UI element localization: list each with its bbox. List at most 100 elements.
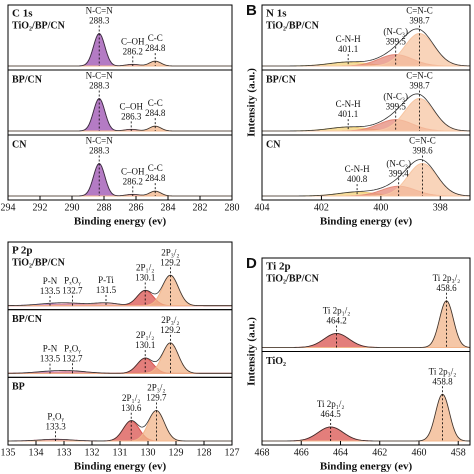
peak-value: 398.7 [409,16,430,26]
peak-label: C-C [148,33,163,43]
peak [262,300,471,348]
peak-value: 286.3 [121,111,142,121]
peak-value: 464.2 [326,316,346,326]
peak-label: N-C=N [86,136,114,146]
x-tick-label: 130 [141,447,156,458]
peak-value: 288.3 [89,81,110,91]
peak-value: 401.1 [338,109,358,119]
peak-value: 129.2 [160,257,180,267]
envelope [262,300,471,348]
sample-label: TiO₂/BP/CN [266,20,320,31]
x-tick-label: 128 [197,447,212,458]
panel-title: C 1s [12,8,33,20]
x-tick-label: 294 [1,202,16,213]
x-tick-label: 404 [255,202,270,213]
envelope [262,93,471,132]
peak-value: 132.7 [62,286,83,296]
x-axis-label: Binding energy (ev) [320,461,413,473]
x-tick-label: 458 [451,447,466,458]
peak-label: P-Ti [98,275,114,285]
x-tick-label: 135 [1,447,16,458]
peak-value: 133.5 [40,286,61,296]
sample-label: BP/CN [266,74,297,85]
peak-value: 284.8 [145,43,166,53]
peak-label: Ti 2p₃/₂ [429,366,457,376]
x-tick-label: 131 [113,447,128,458]
x-tick-label: 134 [29,447,44,458]
subplot-frame [261,351,471,446]
x-tick-label: 132 [85,447,100,458]
envelope [262,159,471,197]
sample-label: BP/CN [12,314,43,325]
y-axis-label: Intensity (a.u.) [246,317,258,386]
peak-label: C–OH [121,166,145,176]
peak-value: 130.6 [121,403,142,413]
y-axis-label: Intensity (a.u.) [246,68,258,137]
sample-label: BP/CN [12,74,43,85]
x-tick-label: 462 [372,447,387,458]
peak-value: 398.6 [412,146,433,156]
peak-label: Ti 2p₁/₂ [323,306,351,316]
peak-value: 399.5 [386,37,407,47]
peak-value: 399.4 [389,168,410,178]
peak-label: P-N [43,276,58,286]
sample-label: CN [266,139,281,150]
peak [8,162,232,197]
peak-label: N-C=N [86,6,114,16]
sample-label: TiO₂/BP/CN [266,273,320,284]
peak-label: 2P₁/₂ [136,330,154,340]
peak-label: C-N-H [336,99,361,109]
panel-title: Ti 2p [266,261,291,273]
peak-label: 2P₃/₂ [147,383,165,393]
x-tick-label: 402 [314,202,329,213]
peak-value: 288.3 [89,146,110,156]
sample-label: TiO₂/BP/CN [12,257,66,268]
peak-label: Ti 2p₃/₂ [433,273,461,283]
envelope [8,33,232,67]
x-axis-label: Binding energy (ev) [74,216,167,228]
peak-value: 284.8 [145,108,166,118]
x-tick-label: 286 [129,202,144,213]
panel-letter: B [246,2,257,19]
x-tick-label: 127 [225,447,240,458]
x-tick-label: 133 [57,447,72,458]
x-tick-label: 292 [33,202,48,213]
peak-label: C-C [148,163,163,173]
x-axis-label: Binding energy (ev) [74,461,167,473]
envelope [7,410,232,442]
peak-label: Ti 2p₁/₂ [317,399,345,409]
peak [8,32,232,67]
x-tick-label: 400 [373,202,388,213]
envelope [8,163,232,197]
peak-label: C=N-C [406,6,433,16]
envelope [262,393,471,442]
peak-value: 398.7 [409,81,430,91]
peak-label: 2P₁/₂ [136,263,154,273]
peak-value: 131.5 [96,285,117,295]
peak-value: 286.2 [123,176,143,186]
peak-value: 284.8 [145,173,166,183]
peak-label: C=N-C [406,71,433,81]
envelope [7,342,232,374]
x-tick-label: 398 [433,202,448,213]
x-axis-label: Binding energy (ev) [320,216,413,228]
x-tick-label: 282 [193,202,208,213]
x-tick-label: 280 [225,202,240,213]
x-tick-label: 284 [161,202,176,213]
panel-letter: D [246,255,257,272]
peak-label: 2P₃/₂ [161,247,179,257]
peak-label: C–OH [121,36,145,46]
peak-label: P-N [43,344,58,354]
sample-label: BP [12,382,25,393]
peak-value: 129.7 [146,393,167,403]
peak-value: 133.5 [40,354,61,364]
peak-value: 132.7 [62,353,83,363]
sample-label: CN [12,139,27,150]
x-tick-label: 129 [169,447,184,458]
x-tick-label: 464 [333,447,348,458]
peak-label: (N-C₃) [386,158,411,168]
subplot-frame [7,134,233,201]
peak-value: 288.3 [89,16,110,26]
subplot-frame [7,241,233,311]
